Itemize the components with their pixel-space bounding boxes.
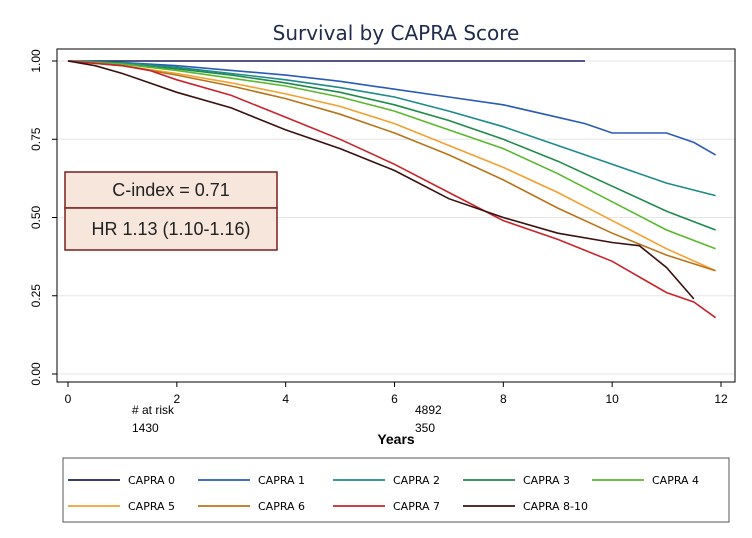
axes: 0.00 0.25 0.50 0.75 1.00 0 2 4 6 8 10 12 (29, 49, 728, 406)
x-axis-title: Years (377, 431, 415, 447)
plot-area-frame (56, 48, 736, 383)
series-group (67, 60, 717, 319)
hr-box: HR 1.13 (1.10-1.16) (64, 207, 278, 251)
cindex-text: C-index = 0.71 (112, 180, 230, 200)
x-tick-label: 4 (282, 392, 289, 406)
series-line-1 (67, 60, 716, 156)
y-tick-label: 1.00 (29, 49, 43, 73)
x-tick-label: 2 (173, 392, 180, 406)
legend-label: CAPRA 8-10 (523, 500, 588, 513)
series-line-6 (67, 60, 716, 272)
x-tick-label: 10 (605, 392, 619, 406)
legend-label: CAPRA 3 (523, 474, 570, 487)
legend-label: CAPRA 2 (393, 474, 440, 487)
at-risk-value-350: 350 (415, 421, 435, 435)
y-tick-label: 0.75 (29, 127, 43, 151)
legend-frame (62, 457, 730, 523)
legend-label: CAPRA 1 (258, 474, 305, 487)
x-tick-label: 6 (391, 392, 398, 406)
legend-label: CAPRA 6 (258, 500, 305, 513)
legend-label: CAPRA 5 (128, 500, 175, 513)
chart-title: Survival by CAPRA Score (273, 21, 520, 45)
series-line-4 (67, 60, 716, 250)
at-risk-label: # at risk (132, 403, 175, 417)
x-tick-label: 8 (500, 392, 507, 406)
at-risk-value-4892: 4892 (415, 403, 442, 417)
hr-text: HR 1.13 (1.10-1.16) (91, 219, 250, 239)
legend-label: CAPRA 7 (393, 500, 440, 513)
y-tick-label: 0.00 (29, 362, 43, 386)
y-tick-label: 0.25 (29, 284, 43, 308)
y-tick-label: 0.50 (29, 205, 43, 229)
series-line-2 (67, 60, 716, 197)
series-line-7 (67, 60, 717, 319)
series-line-3 (67, 60, 716, 231)
x-tick-label: 0 (65, 392, 72, 406)
x-tick-label: 12 (714, 392, 728, 406)
legend-label: CAPRA 0 (128, 474, 175, 487)
series-line-8 (67, 60, 695, 300)
series-line-5 (67, 60, 716, 272)
at-risk-value-1430: 1430 (132, 421, 159, 435)
cindex-box: C-index = 0.71 (64, 171, 278, 209)
legend-label: CAPRA 4 (652, 474, 699, 487)
legend: CAPRA 0 CAPRA 1 CAPRA 2 CAPRA 3 CAPRA 4 CAPRA… (68, 474, 699, 513)
